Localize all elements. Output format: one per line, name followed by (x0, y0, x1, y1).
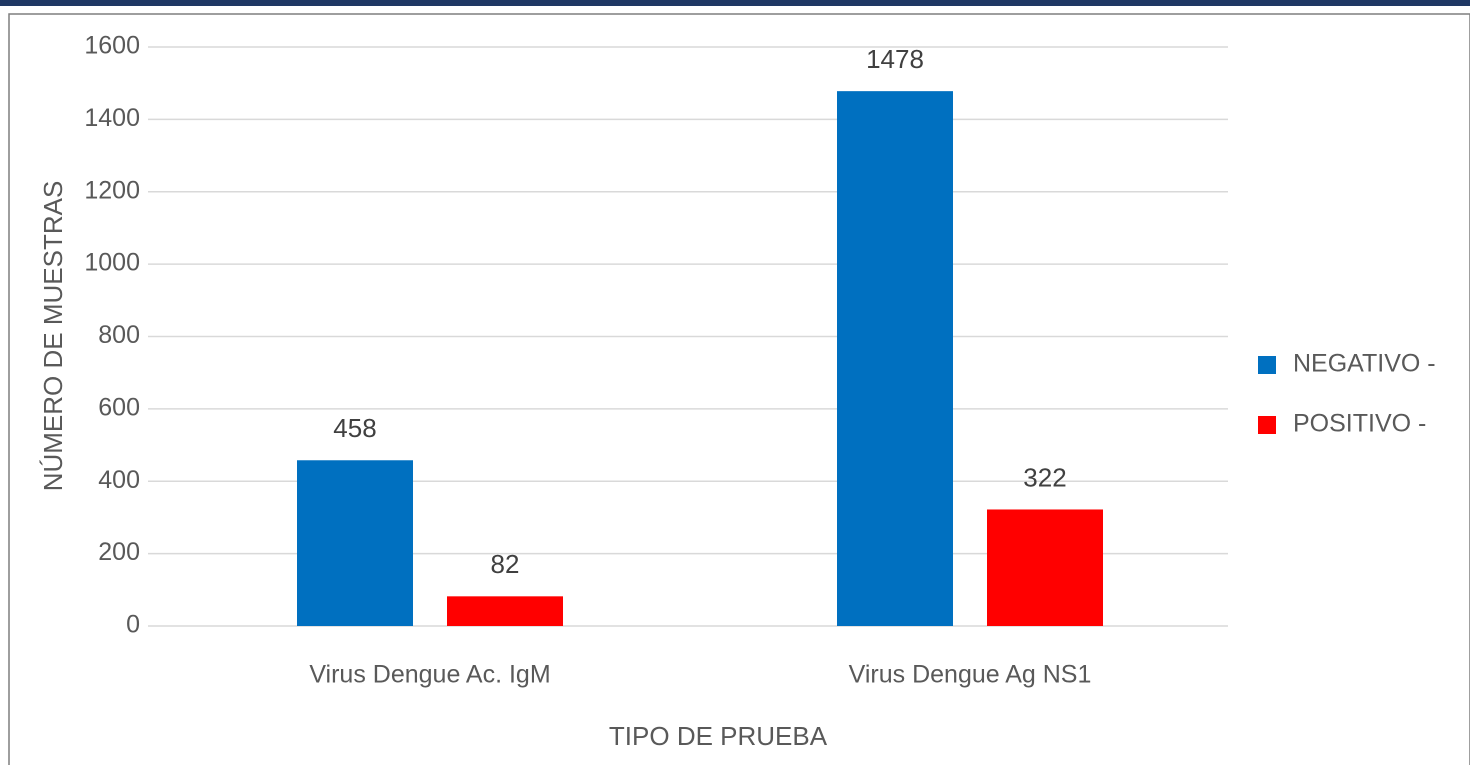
y-tick-label: 1000 (84, 249, 140, 277)
y-tick-label: 1400 (84, 104, 140, 132)
bar (837, 91, 953, 627)
y-tick-label: 0 (126, 611, 140, 639)
bar (987, 509, 1103, 626)
legend-label: NEGATIVO - (1293, 350, 1436, 378)
x-tick-label: Virus Dengue Ag NS1 (849, 661, 1092, 689)
legend-swatch (1258, 356, 1276, 374)
frame (8, 13, 1470, 765)
y-tick-label: 200 (98, 538, 140, 566)
data-label: 82 (491, 549, 520, 579)
y-tick-label: 800 (98, 321, 140, 349)
y-axis-title: NÚMERO DE MUESTRAS (38, 181, 68, 492)
legend-swatch (1258, 416, 1276, 434)
legend-label: POSITIVO - (1293, 410, 1426, 438)
y-tick-label: 1600 (84, 32, 140, 60)
x-tick-label: Virus Dengue Ac. IgM (309, 661, 550, 689)
x-axis-title: TIPO DE PRUEBA (609, 721, 828, 751)
y-tick-label: 600 (98, 393, 140, 421)
data-label: 458 (333, 413, 376, 443)
top-band (0, 0, 1470, 6)
bar (297, 460, 413, 626)
y-tick-label: 1200 (84, 176, 140, 204)
bar (447, 596, 563, 626)
y-tick-label: 400 (98, 466, 140, 494)
data-label: 1478 (866, 44, 924, 74)
data-label: 322 (1023, 462, 1066, 492)
